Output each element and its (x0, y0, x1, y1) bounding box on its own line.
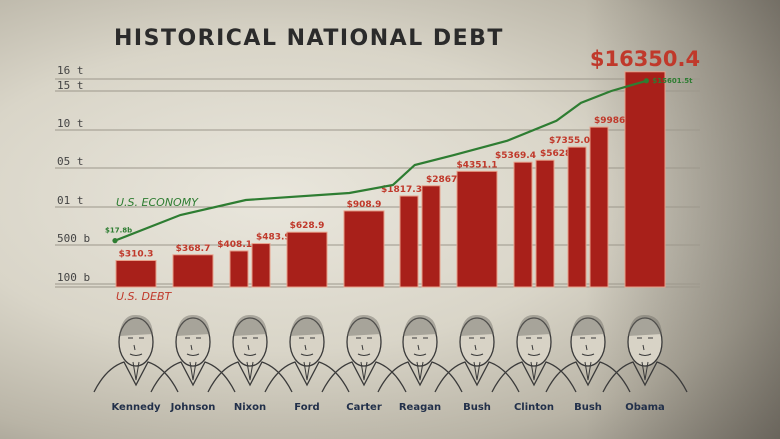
y-tick-label: 16 t (57, 64, 84, 77)
debt-bar (589, 126, 609, 288)
president-portrait (545, 314, 631, 393)
economy-line (114, 79, 647, 242)
debt-bar (513, 161, 533, 288)
economy-series-label: U.S. ECONOMY (116, 196, 199, 209)
economy-end-label: $15601.5t (652, 77, 693, 85)
debt-value-label: $908.9 (347, 200, 382, 210)
economy-start-label: $17.8b (105, 227, 132, 235)
president-portrait (321, 314, 407, 393)
debt-value-label: $628.9 (290, 221, 325, 231)
debt-series-label: U.S. DEBT (116, 290, 172, 303)
debt-bar (343, 210, 385, 288)
y-tick-label: 10 t (57, 117, 84, 130)
debt-value-label: $5369.4 (495, 151, 536, 161)
president-name: Ford (294, 402, 319, 413)
president-name: Bush (463, 402, 491, 413)
economy-point (643, 78, 649, 84)
debt-bar (624, 71, 666, 288)
chart-title: HISTORICAL NATIONAL DEBT (114, 26, 504, 51)
president-name: Nixon (234, 402, 266, 413)
debt-bar (567, 146, 587, 288)
president-portrait (207, 314, 293, 393)
president-name: Johnson (170, 402, 216, 413)
president-portrait (491, 314, 577, 393)
debt-value-label: $7355.0 (549, 136, 590, 146)
president-portrait (93, 314, 179, 393)
debt-bar (399, 195, 419, 288)
debt-bar (286, 231, 328, 288)
president-name: Carter (346, 402, 382, 413)
debt-value-label: $5628.6 (540, 149, 581, 159)
debt-value-label: $1817.3 (381, 185, 422, 195)
y-tick-label: 500 b (57, 232, 90, 245)
debt-bar (251, 243, 271, 288)
president-name: Bush (574, 402, 602, 413)
debt-value-label: $408.1 (217, 240, 252, 250)
debt-value-label: $16350.4 (590, 47, 700, 71)
debt-value-label: $483.9 (256, 233, 291, 243)
debt-value-label: $2867.7 (426, 175, 467, 185)
economy-point (112, 238, 118, 244)
y-tick-label: 100 b (57, 271, 90, 284)
president-portrait (377, 314, 463, 393)
debt-bar (421, 185, 441, 288)
debt-value-label: $9986.5 (594, 116, 635, 126)
debt-value-label: $4351.1 (457, 160, 498, 170)
y-tick-label: 01 t (57, 194, 84, 207)
president-name: Kennedy (111, 402, 161, 413)
debt-bar (115, 259, 157, 288)
debt-bar (229, 250, 249, 288)
president-name: Clinton (514, 402, 554, 413)
debt-value-label: $310.3 (119, 249, 154, 259)
president-name: Reagan (399, 402, 441, 413)
debt-value-label: $368.7 (176, 244, 211, 254)
debt-bar (535, 159, 555, 288)
president-name: Obama (625, 402, 665, 413)
president-portrait (264, 314, 350, 393)
president-portrait (602, 314, 688, 393)
president-portrait (150, 314, 236, 393)
debt-bar (456, 170, 498, 288)
debt-bar (172, 254, 214, 288)
y-tick-label: 15 t (57, 79, 84, 92)
y-tick-label: 05 t (57, 155, 84, 168)
president-portrait (434, 314, 520, 393)
